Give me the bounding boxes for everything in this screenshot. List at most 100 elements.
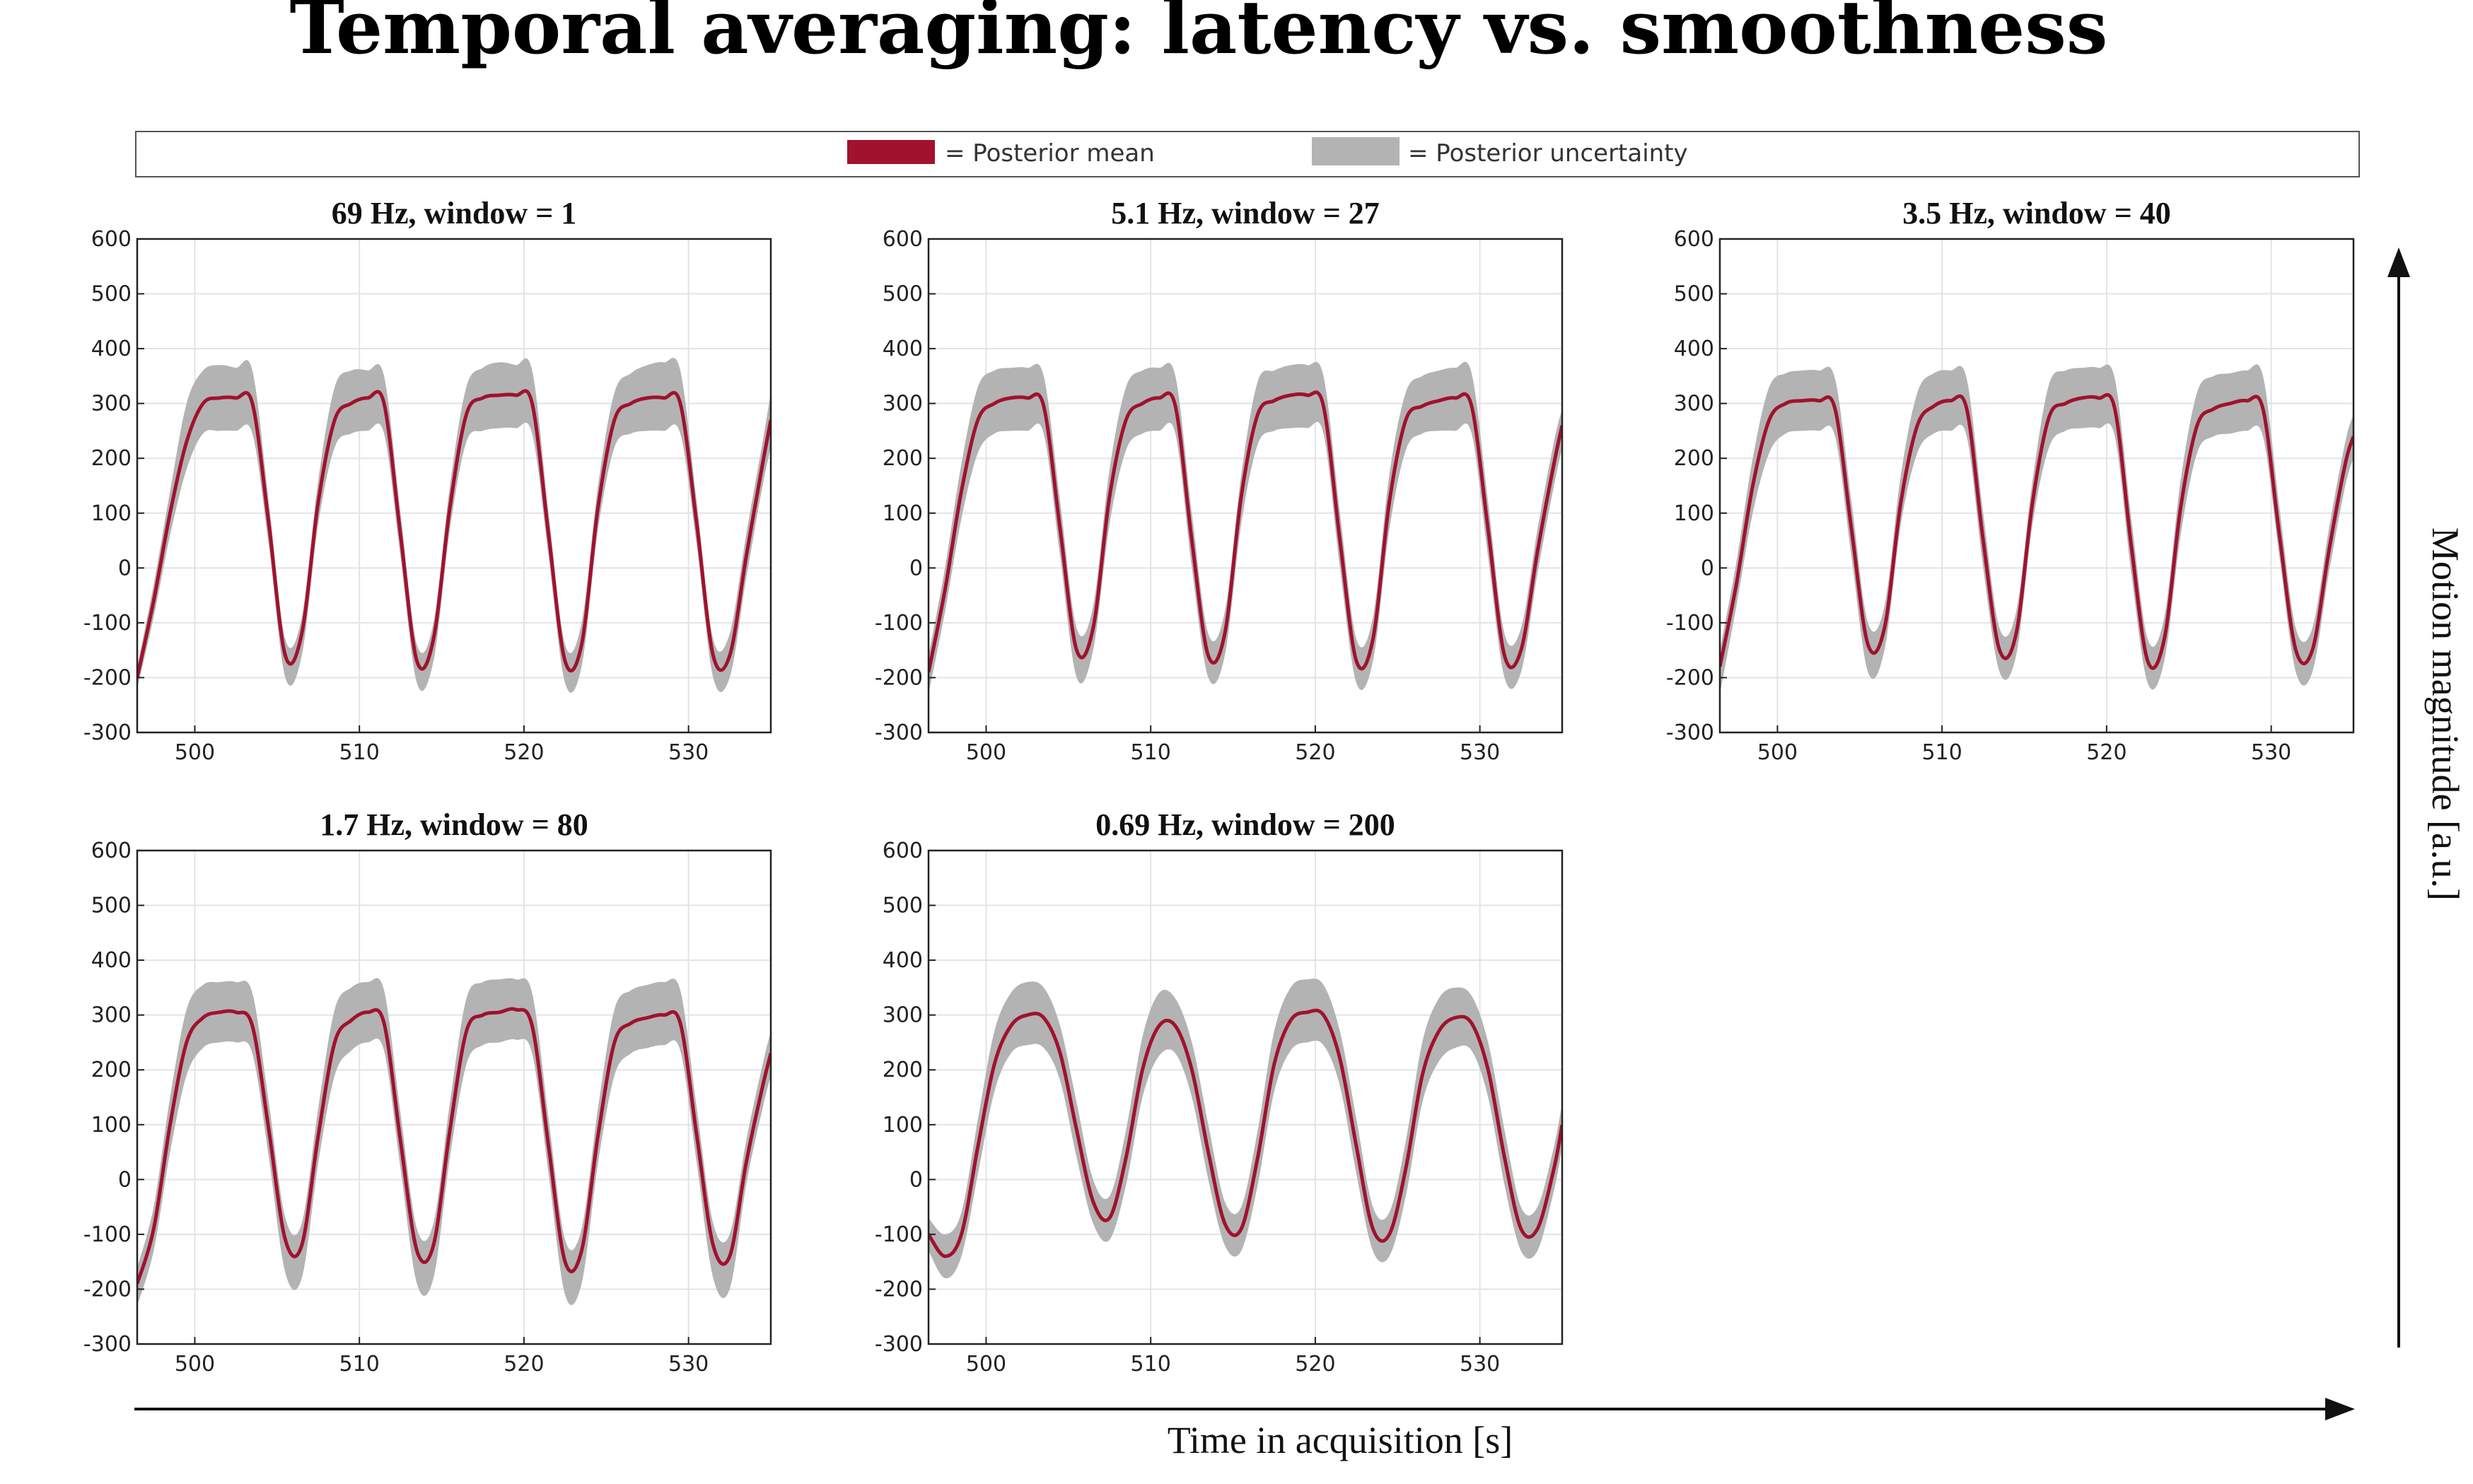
- axes-frame: [136, 238, 772, 734]
- plot-content: [929, 361, 1562, 694]
- y-tick-label: -200: [83, 1277, 132, 1302]
- posterior-mean-line: [929, 1008, 1562, 1258]
- y-tick-label: 0: [909, 556, 923, 580]
- plot-area: [929, 851, 1562, 1344]
- legend-mean-label: = Posterior mean: [945, 139, 1155, 168]
- y-tick-label: 100: [91, 501, 132, 526]
- x-tick-label: 500: [1757, 740, 1798, 765]
- x-tick-label: 520: [1295, 740, 1335, 765]
- y-tick-label: 400: [91, 948, 132, 973]
- figure-title: Temporal averaging: latency vs. smoothne…: [290, 0, 2108, 71]
- y-tick-label: 200: [883, 446, 923, 471]
- y-axis-label: Motion magnitude [a.u.]: [2424, 527, 2467, 901]
- y-tick-label: 0: [1701, 556, 1714, 580]
- chart-panel-2: -300 -200 -100 0 100 200 300 400 500 600 500 510 520…: [875, 196, 1564, 765]
- y-tick-label: -300: [1666, 720, 1714, 745]
- x-tick-label: 530: [1460, 740, 1500, 765]
- chart-panel-1: -300 -200 -100 0 100 200 300 400 500 600 500 510 520…: [83, 196, 772, 765]
- x-tick-label: 520: [1295, 1352, 1335, 1377]
- y-tick-label: 500: [91, 282, 132, 307]
- y-tick-label: 200: [883, 1058, 923, 1082]
- posterior-mean-line: [1720, 392, 2353, 670]
- y-tick-label: -100: [1666, 611, 1714, 636]
- plot-content: [137, 978, 771, 1306]
- y-tick-label: -200: [83, 665, 132, 690]
- panel-title: 1.7 Hz, window = 80: [320, 807, 588, 842]
- uncertainty-band: [1720, 364, 2353, 694]
- chart-panel-3: -300 -200 -100 0 100 200 300 400 500 600 500 510 520…: [1666, 196, 2355, 765]
- y-tick-label: 200: [91, 1058, 132, 1082]
- x-tick-label: 520: [504, 740, 544, 765]
- y-tick-label: 400: [1674, 337, 1714, 361]
- y-tick-label: -200: [1666, 665, 1714, 690]
- x-tick-label: 530: [1460, 1352, 1500, 1377]
- x-tick-label: 500: [175, 1352, 215, 1377]
- x-arrow-head: [2325, 1398, 2355, 1420]
- y-tick-label: 500: [91, 894, 132, 918]
- legend-frame: [135, 131, 2360, 177]
- x-tick-label: 510: [339, 1352, 380, 1377]
- y-tick-label: -100: [83, 611, 132, 636]
- x-tick-label: 520: [504, 1352, 544, 1377]
- axes-frame: [136, 849, 772, 1345]
- y-tick-label: 500: [883, 894, 923, 918]
- chart-panel-4: -300 -200 -100 0 100 200 300 400 500 600 500 510 520…: [83, 807, 772, 1377]
- legend: = Posterior mean = Posterior uncertainty: [135, 131, 2360, 177]
- uncertainty-band: [929, 978, 1562, 1279]
- y-tick-label: 600: [91, 839, 132, 863]
- y-tick-label: -200: [875, 665, 923, 690]
- y-tick-label: 600: [91, 227, 132, 252]
- panel-title: 0.69 Hz, window = 200: [1095, 807, 1395, 842]
- y-tick-label: -300: [83, 1332, 132, 1357]
- y-arrow-head: [2387, 247, 2410, 277]
- x-tick-label: 510: [1922, 740, 1962, 765]
- y-tick-label: 0: [118, 556, 132, 580]
- posterior-mean-line: [137, 1007, 771, 1285]
- axes-frame: [927, 238, 1564, 734]
- y-tick-label: -300: [83, 720, 132, 745]
- x-tick-label: 530: [668, 740, 709, 765]
- y-tick-label: 300: [91, 392, 132, 416]
- posterior-mean-line: [929, 390, 1562, 673]
- y-tick-label: -200: [875, 1277, 923, 1302]
- y-tick-label: -100: [875, 611, 923, 636]
- x-tick-label: 530: [2251, 740, 2291, 765]
- legend-uncertainty-label: = Posterior uncertainty: [1408, 139, 1688, 168]
- x-tick-label: 530: [668, 1352, 709, 1377]
- x-tick-label: 500: [175, 740, 215, 765]
- y-tick-label: 400: [883, 337, 923, 361]
- legend-mean-swatch: [847, 140, 935, 164]
- axes-frame: [927, 849, 1564, 1345]
- plot-content: [1720, 364, 2353, 694]
- y-tick-label: 200: [91, 446, 132, 471]
- x-tick-label: 500: [966, 740, 1006, 765]
- y-tick-label: 200: [1674, 446, 1714, 471]
- y-tick-label: 100: [883, 1113, 923, 1138]
- y-tick-label: 400: [91, 337, 132, 361]
- y-tick-label: 100: [883, 501, 923, 526]
- x-tick-label: 510: [1131, 1352, 1171, 1377]
- y-tick-label: -100: [83, 1222, 132, 1247]
- y-tick-label: 300: [883, 1003, 923, 1028]
- y-tick-label: 500: [1674, 282, 1714, 307]
- plot-content: [929, 978, 1562, 1279]
- y-tick-label: 100: [1674, 501, 1714, 526]
- x-tick-label: 510: [1131, 740, 1171, 765]
- x-tick-label: 510: [339, 740, 380, 765]
- y-tick-label: 300: [91, 1003, 132, 1028]
- panel-title: 5.1 Hz, window = 27: [1111, 196, 1380, 230]
- panel-title: 69 Hz, window = 1: [332, 196, 577, 230]
- panels: -300 -200 -100 0 100 200 300 400 500 600 500 510 520…: [83, 196, 2355, 1377]
- plot-content: [137, 358, 771, 693]
- uncertainty-band: [929, 361, 1562, 694]
- y-tick-label: -300: [875, 720, 923, 745]
- y-tick-label: -300: [875, 1332, 923, 1357]
- y-axis-arrow: [2387, 247, 2410, 1348]
- y-tick-label: 500: [883, 282, 923, 307]
- y-tick-label: 600: [1674, 227, 1714, 252]
- axes-frame: [1718, 238, 2355, 734]
- y-tick-label: 100: [91, 1113, 132, 1138]
- x-axis-arrow: [134, 1398, 2355, 1420]
- y-tick-label: 400: [883, 948, 923, 973]
